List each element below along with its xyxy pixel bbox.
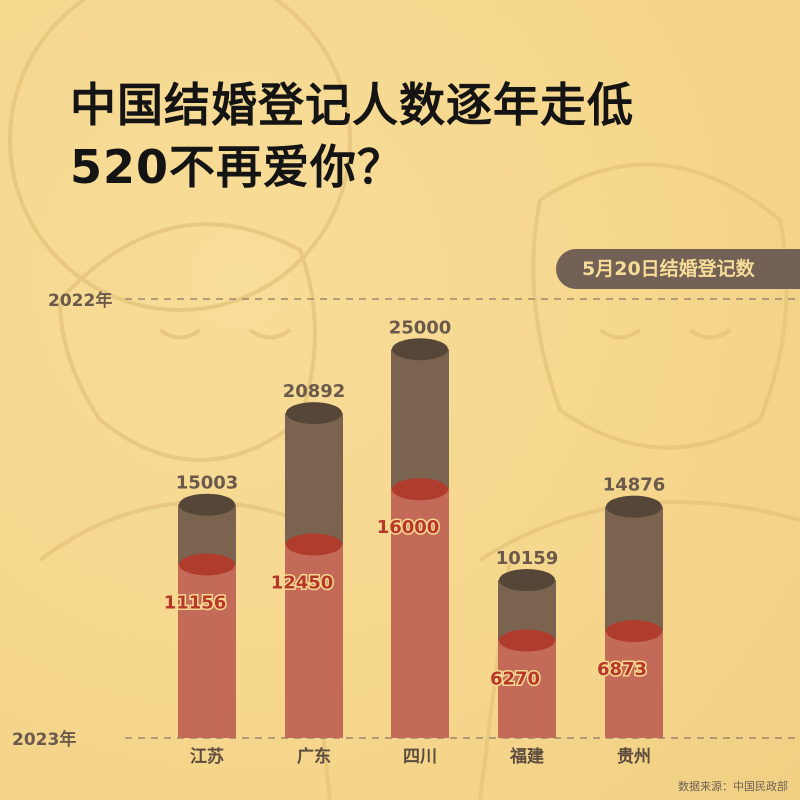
- data-label-2023-4: 6270: [490, 669, 540, 690]
- data-label-2023-1: 11156: [164, 593, 227, 614]
- data-label-2023-3: 16000: [377, 517, 440, 538]
- bar-2023-cap-1: [179, 553, 235, 576]
- category-label-2: 广东: [297, 746, 331, 767]
- category-label-5: 贵州: [617, 746, 651, 767]
- legend-label-2023: 2023年: [12, 729, 76, 750]
- data-label-2023-2: 12450: [271, 572, 334, 593]
- legend-label-2022: 2022年: [48, 290, 112, 311]
- bar-2022-cap-4: [499, 569, 555, 592]
- bar-2022-cap-2: [286, 402, 342, 425]
- bar-2023-cap-4: [499, 629, 555, 652]
- category-label-3: 四川: [403, 747, 437, 767]
- data-label-2022-2: 20892: [283, 381, 346, 402]
- bar-2022-cap-5: [606, 495, 662, 518]
- bar-2023-cap-3: [392, 478, 448, 501]
- bar-2023-3: [391, 489, 449, 738]
- bar-2023-cap-2: [286, 533, 342, 556]
- data-label-2022-5: 14876: [603, 475, 666, 496]
- bar-2023-4: [498, 640, 556, 738]
- category-label-4: 福建: [509, 746, 544, 767]
- data-label-2022-4: 10159: [496, 548, 559, 569]
- bar-2023-1: [178, 564, 236, 738]
- bar-2022-cap-1: [179, 493, 235, 516]
- bar-2023-2: [285, 544, 343, 738]
- bar-2023-cap-5: [606, 620, 662, 643]
- data-source-note: 数据来源：中国民政部: [678, 780, 788, 793]
- page-title: 中国结婚登记人数逐年走低 520不再爱你？: [70, 74, 634, 198]
- data-label-2023-5: 6873: [597, 659, 647, 680]
- bar-2023-5: [605, 631, 663, 738]
- title-line-2: 520不再爱你？: [70, 140, 405, 194]
- category-label-1: 江苏: [190, 746, 224, 767]
- chart-subtitle-badge: 5月20日结婚登记数: [556, 249, 800, 289]
- data-label-2022-3: 25000: [389, 317, 452, 338]
- title-line-1: 中国结婚登记人数逐年走低: [70, 78, 634, 132]
- bar-2022-cap-3: [392, 338, 448, 361]
- data-label-2022-1: 15003: [176, 473, 239, 494]
